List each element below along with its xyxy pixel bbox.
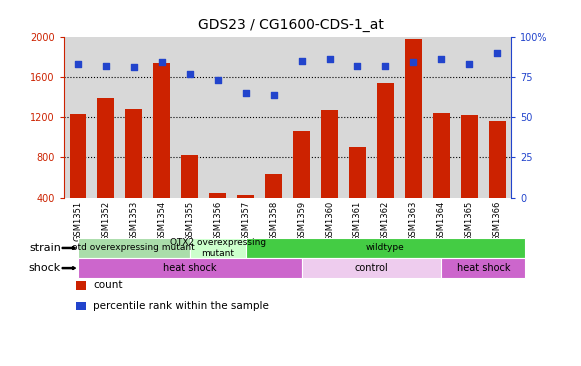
Text: count: count [93, 280, 123, 291]
Text: otd overexpressing mutant: otd overexpressing mutant [73, 243, 195, 253]
Point [465, 61, 474, 67]
Bar [405, 38, 422, 238]
Text: wildtype: wildtype [366, 243, 405, 253]
Bar [489, 121, 505, 238]
Point [493, 50, 502, 56]
Point [213, 77, 223, 83]
Point [269, 92, 278, 97]
Bar [433, 113, 450, 238]
Bar [349, 147, 366, 238]
Point [101, 63, 110, 68]
Text: control: control [354, 263, 388, 273]
Point [73, 61, 83, 67]
Bar [70, 114, 87, 238]
Bar [293, 131, 310, 238]
Text: shock: shock [28, 263, 61, 273]
Text: OTX2 overexpressing
mutant: OTX2 overexpressing mutant [170, 238, 266, 258]
Bar [237, 195, 254, 238]
Text: GDS23 / CG1600-CDS-1_at: GDS23 / CG1600-CDS-1_at [198, 18, 383, 32]
Bar [377, 83, 394, 238]
Point [325, 56, 334, 62]
Bar [265, 175, 282, 238]
Point [381, 63, 390, 68]
Point [185, 71, 195, 76]
Bar [125, 109, 142, 238]
Bar [209, 193, 226, 238]
Bar [98, 98, 114, 238]
Point [437, 56, 446, 62]
Point [157, 59, 166, 65]
Point [129, 64, 138, 70]
Bar [153, 63, 170, 238]
Point [353, 63, 362, 68]
Point [241, 90, 250, 96]
Point [297, 58, 306, 64]
Text: strain: strain [29, 243, 61, 253]
Point [409, 59, 418, 65]
Text: percentile rank within the sample: percentile rank within the sample [93, 300, 269, 311]
Bar [321, 110, 338, 238]
Bar [461, 115, 478, 238]
Bar [181, 155, 198, 238]
Text: heat shock: heat shock [163, 263, 217, 273]
Text: heat shock: heat shock [457, 263, 510, 273]
